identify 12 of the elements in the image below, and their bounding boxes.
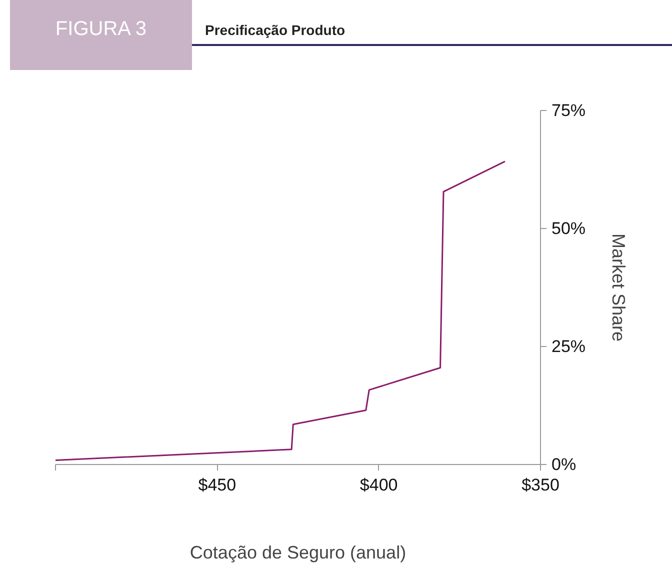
chart-subtitle: Precificação Produto <box>205 21 346 40</box>
chart-title: FIGURA 3 <box>10 0 192 70</box>
line-series <box>56 160 506 461</box>
x-axis-title: Cotação de Seguro (anual) <box>190 542 406 562</box>
y-tick-label: 0% <box>552 455 576 474</box>
y-tick-label: 50% <box>552 219 586 238</box>
x-tick-label: $450 <box>198 476 236 494</box>
x-tick-label: $400 <box>360 476 398 494</box>
x-tick-label: $350 <box>522 476 560 494</box>
y-tick-label: 25% <box>552 337 586 356</box>
y-tick-label: 75% <box>552 101 586 120</box>
y-axis-title: Market Share <box>608 233 629 342</box>
